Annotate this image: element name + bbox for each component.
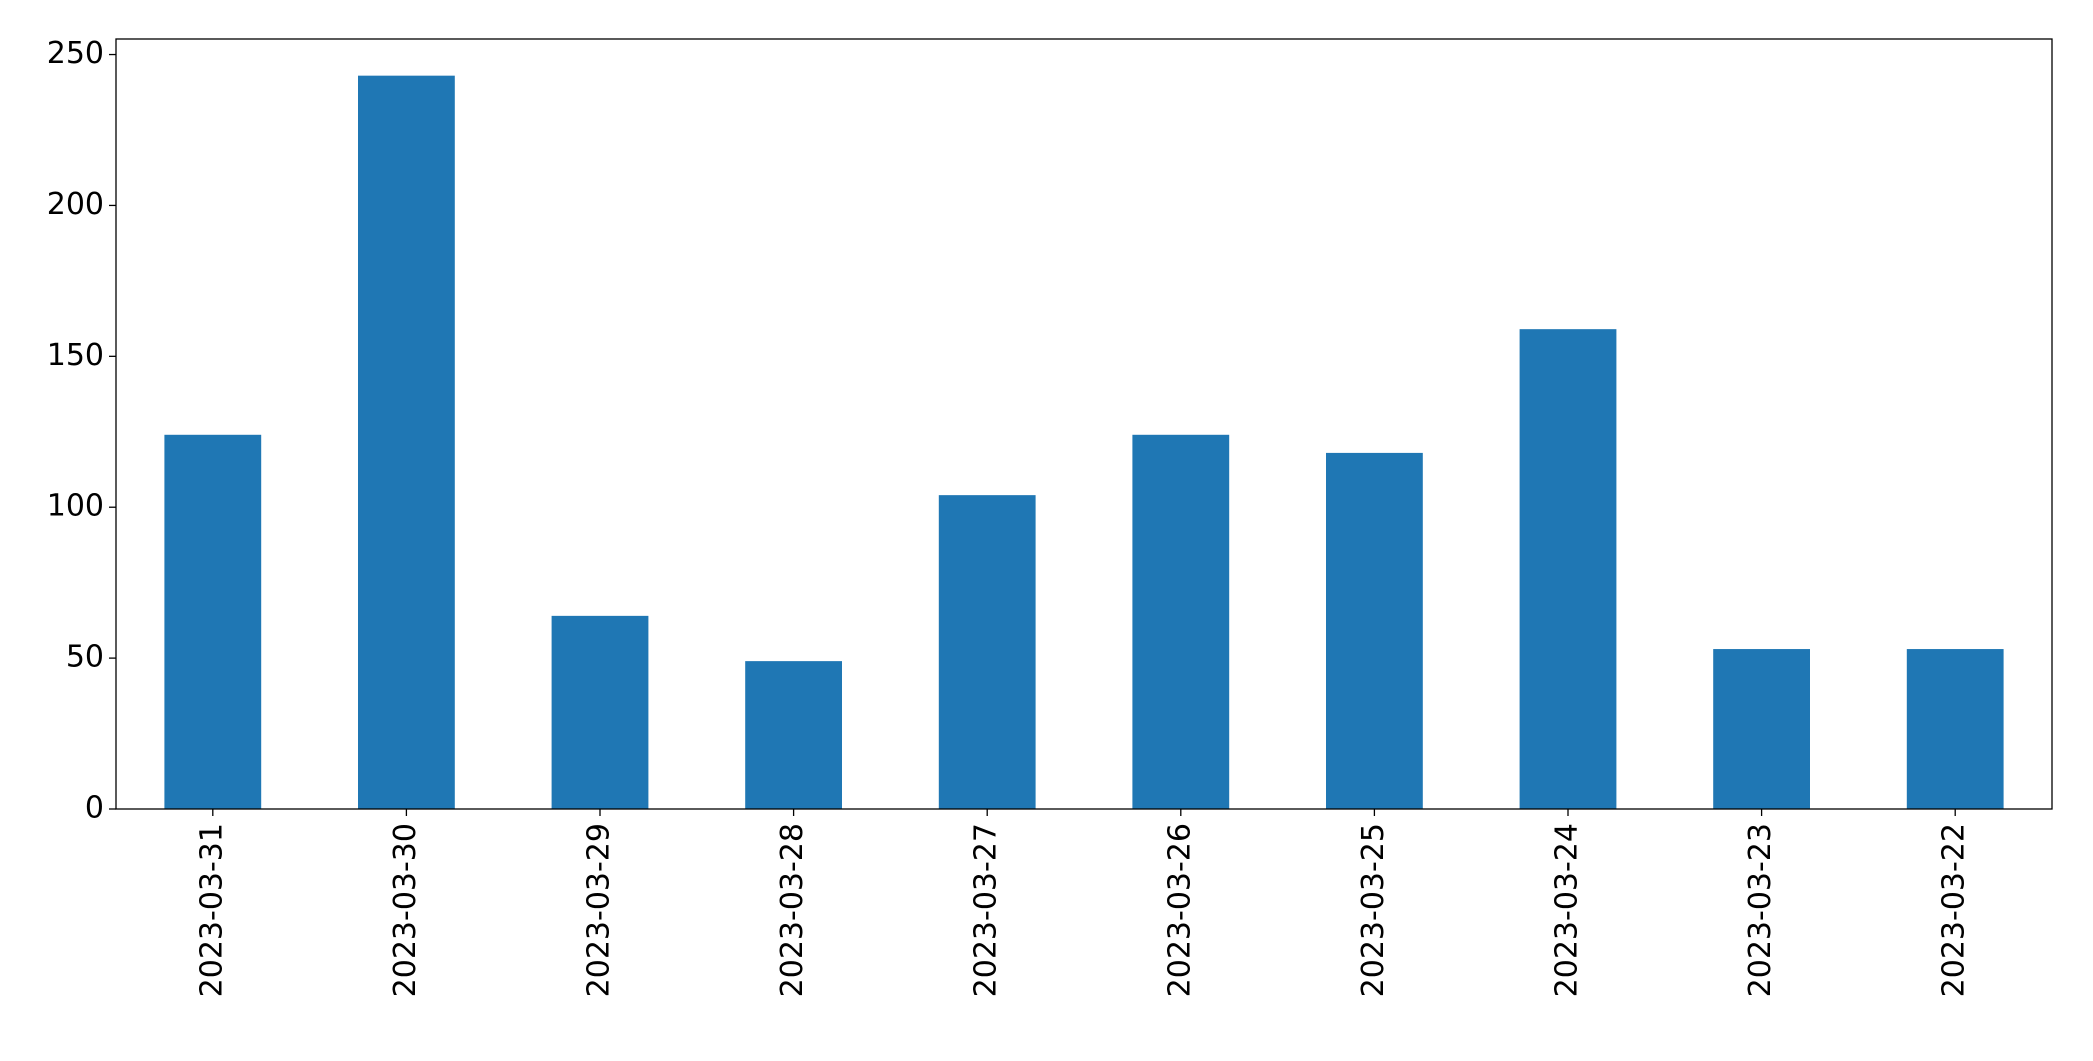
x-tick-label: 2023-03-25 <box>1356 823 1391 997</box>
x-tick-label: 2023-03-27 <box>969 823 1004 997</box>
x-tick-label: 2023-03-31 <box>194 823 229 997</box>
y-tick-label: 0 <box>85 791 104 826</box>
axes-frame <box>115 38 2053 810</box>
bar <box>1132 434 1230 809</box>
bar <box>1906 649 2004 809</box>
bar <box>938 495 1036 809</box>
x-tick-label: 2023-03-24 <box>1550 823 1585 997</box>
x-tick-label: 2023-03-30 <box>388 823 423 997</box>
y-tick-label: 50 <box>66 640 104 675</box>
x-tick-label: 2023-03-26 <box>1162 823 1197 997</box>
y-tick-label: 200 <box>47 187 104 222</box>
y-tick-label: 250 <box>47 36 104 71</box>
bar <box>1326 452 1423 809</box>
bar <box>164 434 262 809</box>
x-tick-label: 2023-03-29 <box>582 823 617 997</box>
x-tick-label: 2023-03-22 <box>1937 823 1972 997</box>
y-tick-label: 150 <box>47 338 104 373</box>
bar <box>1713 649 1810 809</box>
x-tick-label: 2023-03-28 <box>775 823 810 997</box>
x-tick-label: 2023-03-23 <box>1743 823 1778 997</box>
bar <box>551 615 649 809</box>
bar <box>745 661 842 809</box>
y-tick-label: 100 <box>47 489 104 524</box>
bar <box>1519 329 1617 809</box>
bar <box>358 75 455 809</box>
